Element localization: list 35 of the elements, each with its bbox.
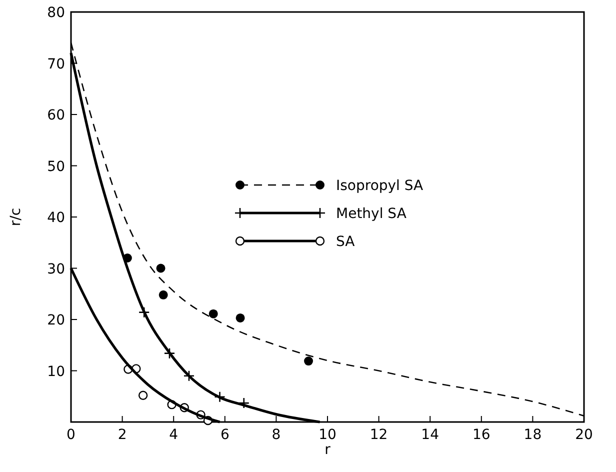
y-tick-label: 20 (47, 312, 65, 328)
y-tick-label: 70 (47, 56, 65, 72)
x-tick-label: 0 (66, 427, 76, 443)
point (138, 390, 148, 400)
y-tick-label: 50 (47, 158, 65, 175)
y-tick-label: 10 (47, 364, 65, 380)
x-tick-label: 20 (575, 427, 593, 443)
x-tick-label: 16 (472, 427, 490, 443)
point (183, 370, 195, 382)
legend-label: Isopropyl SA (336, 178, 424, 194)
y-axis-title: r/c (8, 208, 24, 226)
point (304, 356, 314, 366)
x-tick-label: 12 (370, 427, 388, 443)
y-tick-label: 80 (47, 5, 65, 21)
point (158, 290, 168, 300)
point (156, 264, 166, 273)
point (214, 391, 226, 403)
y-tick-label: 60 (47, 108, 65, 124)
y-tick-label: 30 (47, 261, 65, 278)
y-tick-label: 40 (47, 210, 65, 226)
point (208, 309, 218, 318)
legend-label: SA (336, 234, 356, 250)
x-tick-label: 6 (220, 427, 230, 443)
x-tick-label: 18 (524, 427, 542, 443)
x-tick-label: 10 (318, 427, 336, 443)
point (138, 306, 150, 318)
x-tick-label: 2 (118, 427, 127, 443)
point (164, 348, 176, 359)
legend-label: Methyl SA (336, 206, 407, 222)
point (236, 313, 245, 322)
x-axis-title: r (324, 442, 331, 458)
x-tick-label: 14 (421, 427, 440, 443)
point (238, 397, 250, 409)
x-tick-label: 4 (169, 427, 178, 443)
x-tick-label: 8 (272, 427, 281, 443)
